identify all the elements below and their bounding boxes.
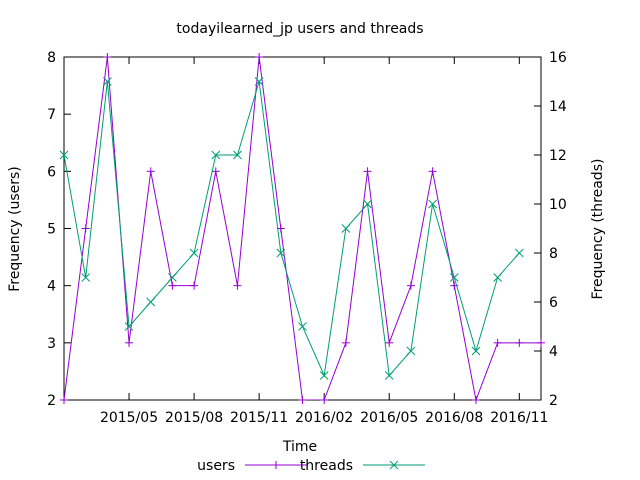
- y-tick-label-left: 8: [47, 50, 56, 66]
- x-tick-label: 2016/08: [425, 410, 483, 426]
- x-tick-label: 2016/02: [295, 410, 353, 426]
- data-point-users: [320, 396, 329, 404]
- data-point-users: [146, 167, 155, 176]
- y-tick-label-right: 16: [549, 50, 567, 66]
- data-point-users: [493, 338, 502, 347]
- data-point-threads: [384, 371, 394, 380]
- y-axis-label-right: Frequency (threads): [590, 159, 606, 300]
- x-tick-label: 2016/11: [490, 410, 548, 426]
- legend-marker-threads: [389, 460, 399, 470]
- data-point-users: [211, 167, 220, 176]
- y-tick-label-right: 8: [549, 246, 558, 262]
- y-tick-label-left: 6: [47, 164, 56, 180]
- data-point-users: [428, 167, 437, 176]
- data-point-users: [125, 338, 134, 347]
- data-point-users: [60, 396, 68, 404]
- y-tick-label-right: 6: [549, 295, 558, 311]
- data-point-threads: [211, 150, 221, 160]
- y-tick-label-right: 14: [549, 99, 567, 115]
- data-point-threads: [471, 346, 481, 356]
- data-point-threads: [428, 199, 437, 209]
- y-tick-label-left: 5: [47, 222, 56, 238]
- data-point-users: [471, 396, 480, 404]
- data-point-threads: [124, 322, 134, 331]
- legend-marker-users: [272, 461, 280, 469]
- data-point-threads: [254, 77, 264, 86]
- y-tick-label-right: 10: [549, 197, 567, 213]
- data-point-threads: [319, 371, 329, 380]
- data-point-users: [190, 281, 199, 290]
- x-tick-label: 2016/05: [360, 410, 418, 426]
- data-point-users: [298, 396, 307, 404]
- series-line-threads: [64, 81, 520, 378]
- data-point-users: [363, 167, 372, 176]
- data-point-users: [103, 53, 112, 61]
- plot-frame: [63, 56, 542, 401]
- data-point-users: [168, 281, 177, 290]
- data-point-threads: [406, 346, 416, 356]
- data-point-threads: [189, 248, 199, 258]
- data-point-users: [81, 224, 90, 233]
- data-point-users: [406, 281, 415, 290]
- data-point-users: [255, 53, 264, 61]
- series-line-users: [64, 57, 541, 400]
- x-tick-label: 2015/05: [100, 410, 158, 426]
- y-tick-label-left: 4: [47, 279, 56, 295]
- data-point-threads: [168, 273, 177, 282]
- data-point-threads: [103, 77, 112, 86]
- y-tick-label-right: 4: [549, 344, 558, 360]
- data-point-threads: [341, 224, 351, 233]
- data-point-threads: [59, 150, 69, 160]
- y-tick-label-left: 2: [47, 393, 56, 409]
- data-point-threads: [276, 248, 286, 258]
- legend-label-threads: threads: [300, 458, 353, 474]
- y-tick-label-right: 2: [549, 393, 558, 409]
- data-point-threads: [81, 273, 91, 282]
- y-tick-label-right: 12: [549, 148, 567, 164]
- x-tick-label: 2015/08: [165, 410, 223, 426]
- x-tick-label: 2015/11: [230, 410, 288, 426]
- data-point-users: [515, 338, 524, 347]
- data-point-users: [537, 338, 545, 347]
- y-axis-label-left: Frequency (users): [7, 166, 23, 292]
- chart-title: todayilearned_jp users and threads: [176, 21, 423, 37]
- data-point-threads: [363, 199, 372, 209]
- y-tick-label-left: 3: [47, 336, 56, 352]
- data-point-threads: [233, 150, 242, 160]
- legend-label-users: users: [197, 458, 235, 474]
- data-point-threads: [146, 297, 156, 307]
- data-point-users: [341, 338, 350, 347]
- data-point-threads: [493, 273, 502, 282]
- data-point-users: [385, 338, 394, 347]
- data-point-users: [233, 281, 242, 290]
- y-tick-label-left: 7: [47, 107, 56, 123]
- data-point-threads: [514, 248, 524, 258]
- data-point-threads: [449, 273, 459, 282]
- x-axis-label: Time: [282, 439, 317, 455]
- data-point-threads: [298, 322, 307, 331]
